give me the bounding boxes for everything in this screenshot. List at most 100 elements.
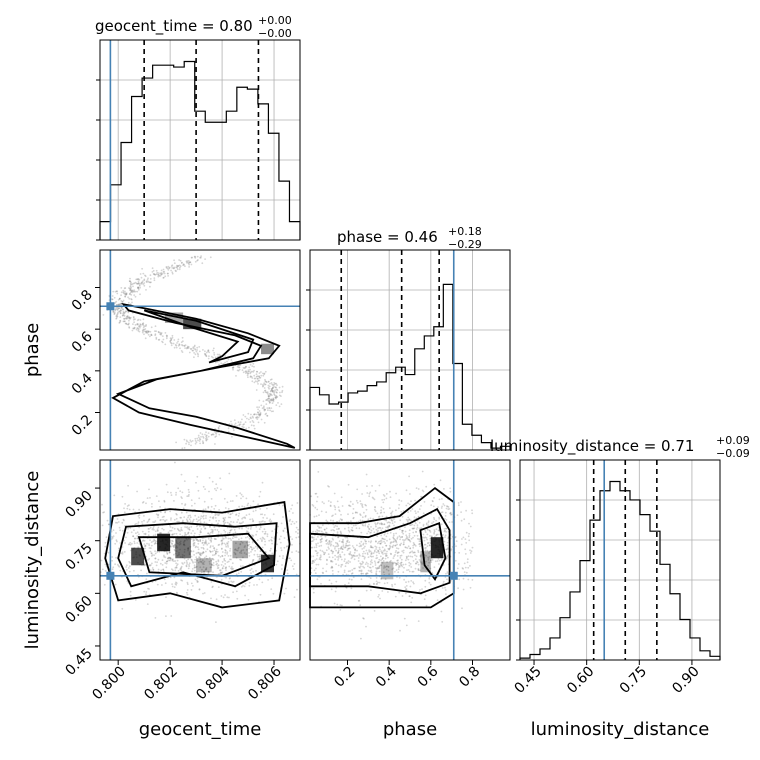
sample-point [262, 374, 265, 377]
sample-point [199, 552, 202, 555]
sample-point [212, 349, 215, 352]
sample-point [216, 567, 219, 569]
sample-point [267, 395, 270, 398]
sample-point [338, 520, 341, 522]
sample-point [160, 273, 163, 276]
sample-point [353, 551, 356, 554]
sample-point [292, 568, 295, 570]
sample-point [211, 529, 214, 531]
sample-point [440, 511, 443, 514]
sample-point [161, 584, 163, 586]
sample-point [234, 553, 237, 556]
sample-point [360, 570, 363, 573]
sample-point [433, 529, 436, 531]
sample-point [446, 555, 449, 558]
sample-point [253, 427, 256, 430]
sample-point [426, 533, 429, 536]
sample-point [363, 547, 365, 549]
sample-point [194, 558, 197, 561]
sample-point [402, 549, 405, 552]
sample-point [272, 397, 275, 400]
sample-point [217, 564, 220, 567]
sample-point [242, 521, 245, 523]
sample-point [117, 298, 120, 301]
sample-point [246, 504, 249, 507]
sample-point [159, 532, 162, 534]
sample-point [367, 565, 369, 568]
sample-point [386, 561, 388, 563]
sample-point [433, 516, 435, 519]
sample-point [320, 540, 323, 543]
sample-point [315, 563, 318, 566]
sample-point [236, 366, 239, 368]
sample-point [345, 573, 348, 576]
sample-point [445, 548, 448, 551]
sample-point [167, 269, 170, 271]
sample-point [217, 554, 220, 557]
sample-point [347, 560, 350, 562]
sample-point [259, 414, 261, 416]
sample-point [397, 559, 399, 562]
sample-point [130, 290, 133, 293]
sample-point [389, 531, 392, 534]
sample-point [215, 563, 218, 566]
sample-point [333, 492, 336, 495]
sample-point [235, 573, 238, 576]
sample-point [254, 549, 256, 552]
sample-point [240, 537, 243, 540]
sample-point [361, 504, 363, 507]
sample-point [323, 553, 325, 556]
sample-point [104, 563, 107, 566]
sample-point [231, 367, 234, 369]
sample-point [165, 519, 168, 521]
sample-point [369, 577, 372, 579]
sample-point [394, 544, 397, 547]
sample-point [340, 519, 343, 522]
sample-point [401, 550, 404, 553]
sample-point [343, 571, 346, 573]
sample-point [182, 519, 184, 522]
sample-point [222, 565, 225, 567]
sample-point [397, 551, 400, 554]
sample-point [232, 521, 235, 523]
sample-point [357, 557, 360, 559]
sample-point [202, 441, 205, 444]
sample-point [334, 524, 337, 527]
sample-point [391, 546, 394, 549]
sample-point [420, 561, 422, 564]
sample-point [467, 535, 470, 538]
sample-point [127, 323, 130, 326]
sample-point [219, 556, 222, 558]
sample-point [267, 395, 270, 398]
sample-point [180, 262, 183, 264]
sample-point [141, 530, 144, 533]
sample-point [244, 366, 247, 369]
sample-point [378, 515, 381, 518]
sample-point [213, 508, 216, 510]
sample-point [125, 292, 128, 294]
sample-point [139, 325, 142, 327]
sample-point [214, 538, 216, 540]
sample-point [380, 522, 383, 525]
sample-point [394, 539, 397, 542]
sample-point [310, 495, 313, 498]
sample-point [364, 515, 367, 518]
sample-point [143, 539, 146, 542]
sample-point [232, 427, 235, 429]
sample-point [396, 555, 399, 557]
sample-point [157, 339, 160, 341]
sample-point [144, 545, 147, 547]
sample-point [435, 589, 437, 592]
sample-point [173, 339, 176, 341]
sample-point [133, 569, 135, 572]
sample-point [345, 544, 347, 546]
sample-point [130, 294, 133, 296]
sample-point [334, 508, 337, 511]
sample-point [130, 286, 133, 289]
sample-point [247, 376, 249, 379]
sample-point [251, 518, 254, 520]
sample-point [164, 519, 166, 522]
density-cell-geocent_time-phase-1 [164, 312, 184, 323]
sample-point [375, 528, 378, 531]
sample-point [443, 488, 445, 490]
